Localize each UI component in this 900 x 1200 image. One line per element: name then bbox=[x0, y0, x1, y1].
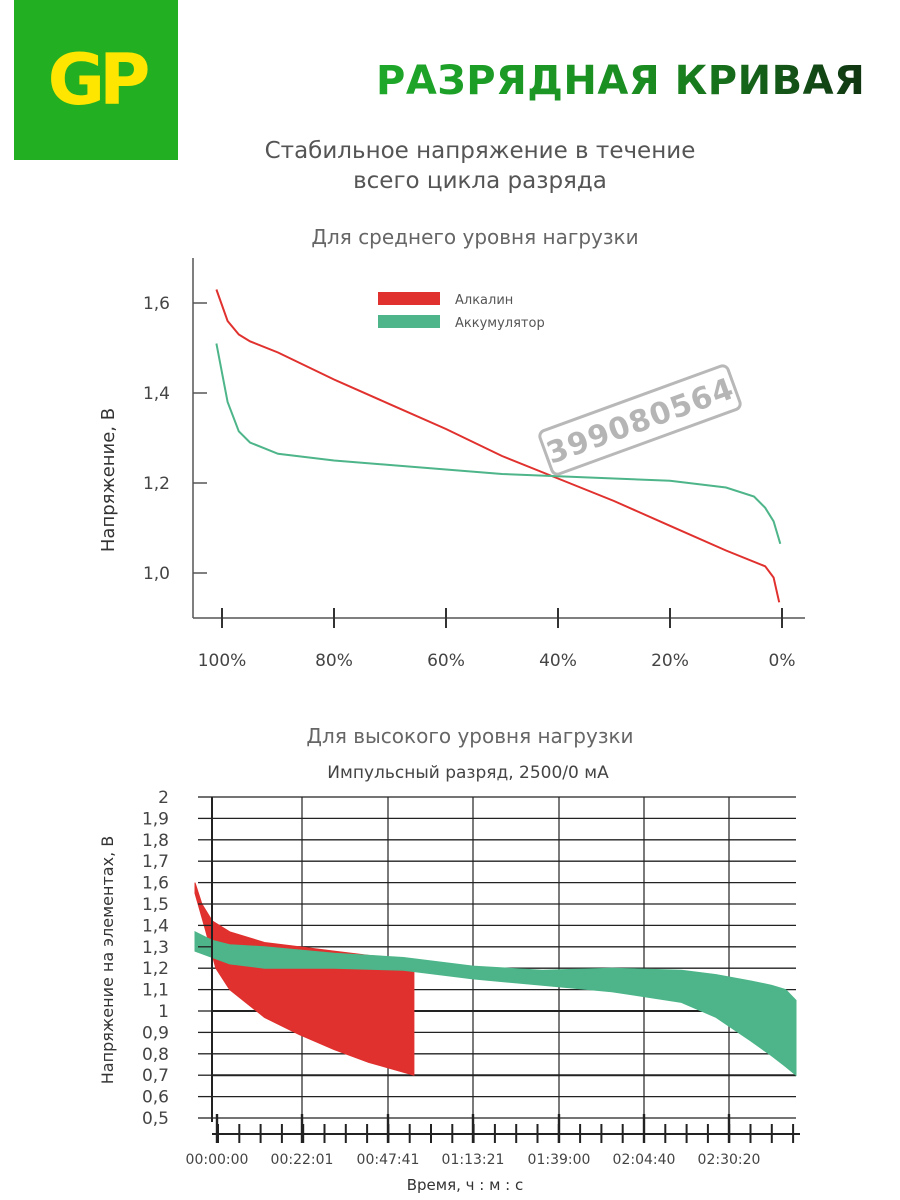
chart2-x-tick-label: 01:39:00 bbox=[528, 1152, 591, 1168]
chart1-y-tick-label: 1,6 bbox=[143, 294, 170, 314]
chart1-y-tick-label: 1,0 bbox=[143, 564, 170, 584]
chart2-x-tick-label: 02:30:20 bbox=[698, 1152, 761, 1168]
chart1-y-tick-label: 1,4 bbox=[143, 384, 170, 404]
chart1-x-tick-label: 80% bbox=[315, 651, 353, 671]
chart2-y-tick-label: 1,6 bbox=[142, 874, 169, 894]
chart2-y-tick-label: 1,7 bbox=[142, 852, 169, 872]
chart1-legend-label: Алкалин bbox=[455, 293, 513, 308]
chart1-series-line-alkaline bbox=[215, 289, 781, 603]
chart2-y-tick-label: 0,5 bbox=[142, 1109, 169, 1129]
chart2-y-tick-label: 0,8 bbox=[142, 1045, 169, 1065]
chart2-y-tick-label: 1,2 bbox=[142, 959, 169, 979]
chart1-legend-swatch bbox=[378, 292, 440, 305]
chart2-y-tick-label: 1,1 bbox=[142, 981, 169, 1001]
chart2-x-tick-label: 00:47:41 bbox=[357, 1152, 420, 1168]
logo-text: GP bbox=[47, 39, 151, 121]
chart1-x-tick-label: 100% bbox=[198, 651, 247, 671]
chart2-y-tick-label: 2 bbox=[158, 788, 169, 808]
chart1-y-tick-label: 1,2 bbox=[143, 474, 170, 494]
chart2-x-tick-label: 00:00:00 bbox=[186, 1152, 249, 1168]
chart1-x-tick-label: 40% bbox=[539, 651, 577, 671]
chart2-y-tick-label: 1,5 bbox=[142, 895, 169, 915]
chart2-subtitle: Импульсный разряд, 2500/0 мА bbox=[327, 763, 609, 783]
chart1-ylabel: Напряжение, В bbox=[98, 408, 119, 552]
subtitle-line-2: всего цикла разряда bbox=[353, 168, 607, 194]
chart2-xlabel: Время, ч : м : с bbox=[407, 1176, 524, 1194]
page-title: РАЗРЯДНАЯ КРИВАЯ bbox=[376, 58, 888, 114]
chart2-y-tick-label: 1 bbox=[158, 1002, 169, 1022]
high-load-chart: Для высокого уровня нагрузки Импульсный … bbox=[98, 724, 800, 1194]
chart2-y-tick-label: 0,7 bbox=[142, 1066, 169, 1086]
subtitle-line-1: Стабильное напряжение в течение bbox=[264, 138, 696, 164]
chart2-band-accumulator bbox=[194, 930, 797, 1077]
chart1-series-line-accumulator bbox=[215, 343, 782, 545]
chart2-y-tick-label: 1,9 bbox=[142, 809, 169, 829]
chart1-x-tick-label: 60% bbox=[427, 651, 465, 671]
chart2-title: Для высокого уровня нагрузки bbox=[306, 724, 633, 748]
chart1-x-tick-label: 0% bbox=[769, 651, 796, 671]
chart2-ylabel: Напряжение на элементах, В bbox=[98, 836, 117, 1084]
chart2-x-tick-label: 00:22:01 bbox=[271, 1152, 334, 1168]
chart2-y-tick-label: 1,4 bbox=[142, 916, 169, 936]
chart1-x-tick-label: 20% bbox=[651, 651, 689, 671]
watermark-stamp: 399080564 bbox=[538, 364, 742, 476]
chart1-title: Для среднего уровня нагрузки bbox=[311, 225, 638, 249]
chart2-band-alkaline bbox=[194, 882, 415, 1076]
chart2-x-tick-label: 01:13:21 bbox=[442, 1152, 505, 1168]
chart2-y-tick-label: 0,6 bbox=[142, 1088, 169, 1108]
chart2-y-tick-label: 1,8 bbox=[142, 831, 169, 851]
chart2-x-tick-label: 02:04:40 bbox=[613, 1152, 676, 1168]
page-subtitle: Стабильное напряжение в течение всего ци… bbox=[200, 136, 760, 196]
chart2-y-tick-label: 1,3 bbox=[142, 938, 169, 958]
chart1-legend-label: Аккумулятор bbox=[455, 316, 545, 331]
gp-logo: GP bbox=[14, 0, 178, 160]
medium-load-chart: Для среднего уровня нагрузки Напряжение,… bbox=[98, 225, 805, 671]
chart1-legend-swatch bbox=[378, 315, 440, 328]
chart2-y-tick-label: 0,9 bbox=[142, 1023, 169, 1043]
